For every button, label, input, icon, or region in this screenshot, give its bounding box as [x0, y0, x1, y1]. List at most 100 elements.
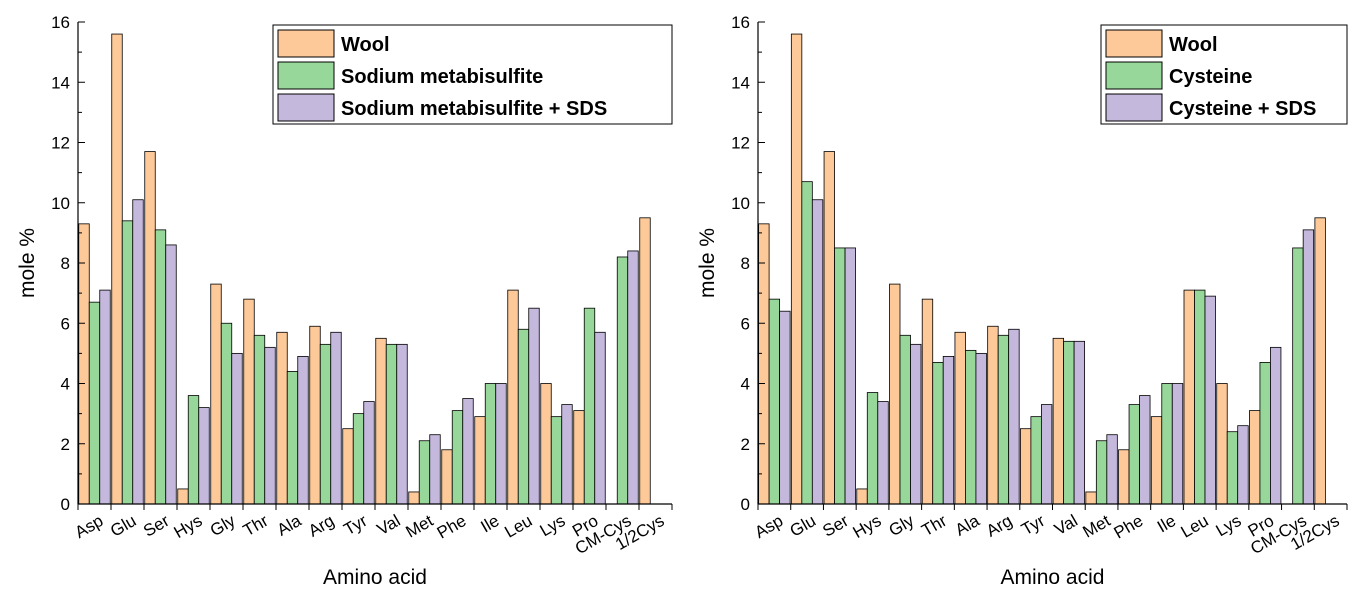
y-tick-label: 0 [741, 495, 750, 514]
bar [1053, 338, 1064, 504]
bar [122, 221, 133, 504]
bar [178, 489, 189, 504]
x-tick-label: Ala [274, 511, 305, 540]
x-tick-label: Val [374, 511, 404, 539]
bar [188, 396, 199, 504]
x-tick-label: Ile [477, 511, 502, 536]
bar [145, 152, 156, 504]
x-tick-label: Val [1051, 511, 1081, 539]
bar [584, 308, 595, 504]
legend-swatch [278, 30, 334, 57]
bar [1086, 492, 1097, 504]
x-tick-label: Glu [787, 511, 819, 541]
x-tick-label: Phe [1111, 511, 1147, 543]
bar [199, 408, 210, 504]
bar [1031, 417, 1042, 504]
bar [1151, 417, 1162, 504]
bar [518, 329, 529, 504]
bar [998, 335, 1009, 504]
bar [791, 34, 802, 504]
bar [211, 284, 222, 504]
bar [1064, 341, 1075, 504]
legend-swatch [1106, 94, 1162, 121]
x-tick-label: Asp [751, 511, 786, 542]
x-tick-label: Met [1080, 511, 1114, 542]
bar [617, 257, 628, 504]
bar [933, 362, 944, 504]
y-tick-label: 10 [51, 194, 70, 213]
x-tick-label: Lys [1213, 511, 1245, 540]
bar [867, 393, 878, 504]
bar [277, 332, 288, 504]
bar [988, 326, 999, 504]
x-axis-title: Amino acid [323, 566, 427, 589]
bar [1227, 432, 1238, 504]
bar [802, 182, 813, 504]
y-tick-label: 8 [741, 254, 750, 273]
bar [574, 411, 585, 504]
legend-swatch [1106, 62, 1162, 89]
bar [419, 441, 430, 504]
bar [759, 224, 770, 504]
bar [133, 200, 144, 504]
bar [320, 344, 331, 504]
legend-label: Wool [1169, 34, 1218, 56]
bar [562, 405, 573, 504]
bar [1172, 384, 1183, 505]
bar [1217, 384, 1228, 505]
x-tick-label: Asp [72, 511, 107, 542]
bar [835, 248, 846, 504]
bar [343, 429, 354, 504]
bar [1184, 290, 1195, 504]
bar [232, 353, 243, 504]
y-tick-label: 12 [51, 134, 70, 153]
legend-swatch [1106, 30, 1162, 57]
x-tick-label: Arg [305, 511, 337, 541]
legend-label: Cysteine + SDS [1169, 98, 1316, 120]
bar [1315, 218, 1326, 504]
bar [922, 299, 933, 504]
bar [529, 308, 540, 504]
bar [79, 224, 90, 504]
bar [452, 411, 463, 504]
bar [640, 218, 651, 504]
x-tick-label: Phe [434, 511, 470, 543]
y-tick-label: 4 [61, 375, 70, 394]
bar [769, 299, 780, 504]
bar [780, 311, 791, 504]
y-tick-label: 2 [61, 435, 70, 454]
legend-swatch [278, 62, 334, 89]
bar [1293, 248, 1304, 504]
bar [1140, 396, 1151, 504]
legend-swatch [278, 94, 334, 121]
bar [628, 251, 639, 504]
bar [878, 402, 889, 504]
bar [254, 335, 265, 504]
y-tick-label: 12 [731, 134, 750, 153]
bar [857, 489, 868, 504]
y-tick-label: 0 [61, 495, 70, 514]
bar [397, 344, 408, 504]
bar [1249, 411, 1260, 504]
bar [1096, 441, 1107, 504]
x-tick-label: Arg [983, 511, 1015, 541]
bar [475, 417, 486, 504]
legend-label: Cysteine [1169, 66, 1252, 88]
bar [376, 338, 387, 504]
bar [89, 302, 100, 504]
x-tick-label: Hys [171, 511, 206, 542]
bar [1270, 347, 1281, 504]
y-tick-label: 2 [741, 435, 750, 454]
bar [430, 435, 441, 504]
bar [1009, 329, 1020, 504]
bar [221, 323, 232, 504]
bar [298, 356, 309, 504]
bar [353, 414, 364, 504]
bar [386, 344, 397, 504]
x-tick-label: Thr [240, 511, 272, 540]
bar [900, 335, 911, 504]
bar [496, 384, 507, 505]
x-tick-label: Hys [850, 511, 885, 542]
